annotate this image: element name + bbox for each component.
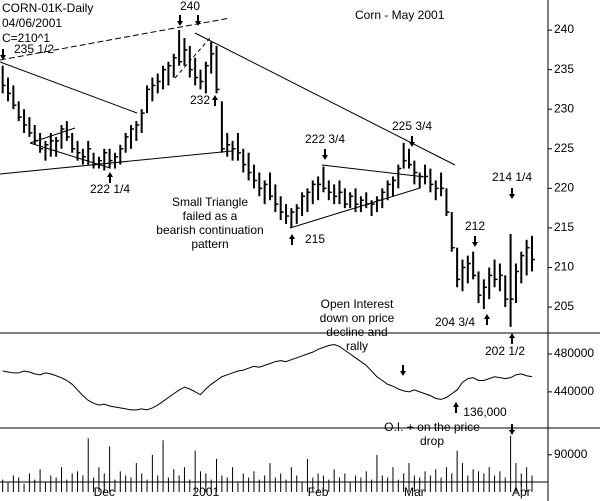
annotation: 225 3/4 bbox=[392, 119, 432, 133]
annotation: 222 1/4 bbox=[90, 182, 130, 196]
annotation: Small Triangle bbox=[172, 195, 248, 209]
annotation: O.I. + on the price bbox=[384, 420, 480, 434]
annotation: 204 3/4 bbox=[435, 315, 475, 329]
annotation: 215 bbox=[305, 232, 325, 246]
arrow bbox=[409, 136, 415, 147]
arrow bbox=[322, 149, 328, 160]
arrow bbox=[509, 188, 515, 199]
y-tick-label: 215 bbox=[554, 220, 574, 234]
y-tick-label: 235 bbox=[554, 62, 574, 76]
header-line: CORN-01K-Daily bbox=[2, 1, 93, 15]
annotation: 214 1/4 bbox=[492, 170, 532, 184]
y-tick-label: 220 bbox=[554, 181, 574, 195]
y-tick-label: 480000 bbox=[554, 346, 594, 360]
arrow bbox=[472, 236, 478, 247]
x-tick-label: Feb bbox=[308, 485, 329, 499]
annotation: rally bbox=[346, 339, 368, 353]
annotation: 136,000 bbox=[463, 405, 507, 419]
x-tick-label: Apr bbox=[512, 485, 531, 499]
y-tick-label: 90000 bbox=[554, 447, 588, 461]
annotation: 222 3/4 bbox=[305, 132, 345, 146]
y-tick-label: 240 bbox=[554, 22, 574, 36]
annotation: 235 1/2 bbox=[14, 42, 54, 56]
x-tick-label: Dec bbox=[94, 485, 115, 499]
annotation: 232 bbox=[190, 93, 210, 107]
annotation: 212 bbox=[465, 219, 485, 233]
trendline bbox=[321, 164, 426, 178]
x-tick-label: 2001 bbox=[192, 485, 219, 499]
annotation: down on price bbox=[320, 311, 395, 325]
annotation: failed as a bbox=[183, 209, 238, 223]
x-tick-label: Mar bbox=[404, 485, 425, 499]
arrow bbox=[0, 49, 6, 60]
trendline bbox=[0, 150, 233, 175]
annotation: Open Interest bbox=[321, 297, 394, 311]
arrow bbox=[177, 15, 183, 26]
header-line: 04/06/2001 bbox=[2, 16, 62, 30]
annotation: 240 bbox=[180, 0, 200, 13]
annotation: pattern bbox=[191, 237, 228, 251]
trendline bbox=[0, 61, 138, 114]
arrow bbox=[212, 95, 218, 106]
arrow bbox=[453, 402, 459, 413]
arrow bbox=[107, 172, 113, 183]
arrow bbox=[509, 333, 515, 344]
y-tick-label: 205 bbox=[554, 299, 574, 313]
annotation: decline and bbox=[326, 325, 387, 339]
arrow bbox=[195, 15, 201, 26]
chart-title: Corn - May 2001 bbox=[355, 8, 445, 22]
annotation: bearish continuation bbox=[156, 223, 263, 237]
y-tick-label: 225 bbox=[554, 141, 574, 155]
header-line: C=210^1 bbox=[2, 31, 50, 45]
annotation: 202 1/2 bbox=[485, 344, 525, 358]
oi-line bbox=[2, 344, 533, 411]
arrow bbox=[484, 314, 490, 325]
trendline bbox=[29, 142, 111, 169]
arrow bbox=[289, 234, 295, 245]
trendline bbox=[174, 37, 211, 79]
trendline bbox=[0, 17, 231, 61]
arrow bbox=[400, 365, 406, 376]
y-tick-label: 440000 bbox=[554, 384, 594, 398]
y-tick-label: 230 bbox=[554, 101, 574, 115]
annotation: drop bbox=[420, 434, 444, 448]
y-tick-label: 210 bbox=[554, 260, 574, 274]
arrow bbox=[509, 424, 515, 435]
